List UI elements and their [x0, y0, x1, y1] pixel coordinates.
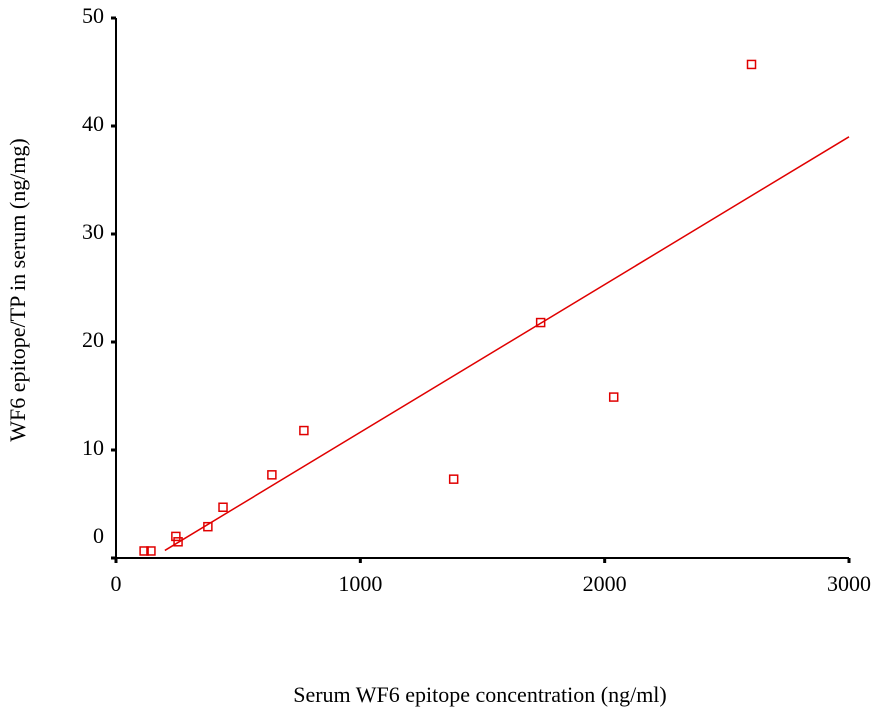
x-tick-label: 0 [111, 571, 122, 596]
y-axis-label: WF6 epitope/TP in serum (ng/mg) [5, 138, 30, 441]
point [746, 59, 757, 70]
point [448, 474, 459, 484]
x-axis-label: Serum WF6 epitope concentration (ng/ml) [293, 682, 667, 707]
point [267, 470, 277, 480]
point [173, 537, 183, 547]
point [146, 546, 156, 556]
point [608, 392, 619, 402]
fit-line [164, 136, 850, 552]
point [299, 425, 309, 436]
y-tick-label: 0 [93, 523, 104, 548]
y-tick-label: 30 [82, 219, 104, 244]
y-tick-label: 40 [82, 111, 104, 136]
point [171, 531, 181, 542]
y-tick-label: 10 [82, 435, 104, 460]
x-tick-label: 2000 [583, 571, 627, 596]
point [535, 317, 546, 328]
x-tick-label: 3000 [827, 571, 871, 596]
point [218, 502, 228, 512]
y-tick-label: 50 [82, 3, 104, 28]
y-tick-label: 20 [82, 327, 104, 352]
x-tick-label: 1000 [338, 571, 382, 596]
point [139, 546, 149, 556]
